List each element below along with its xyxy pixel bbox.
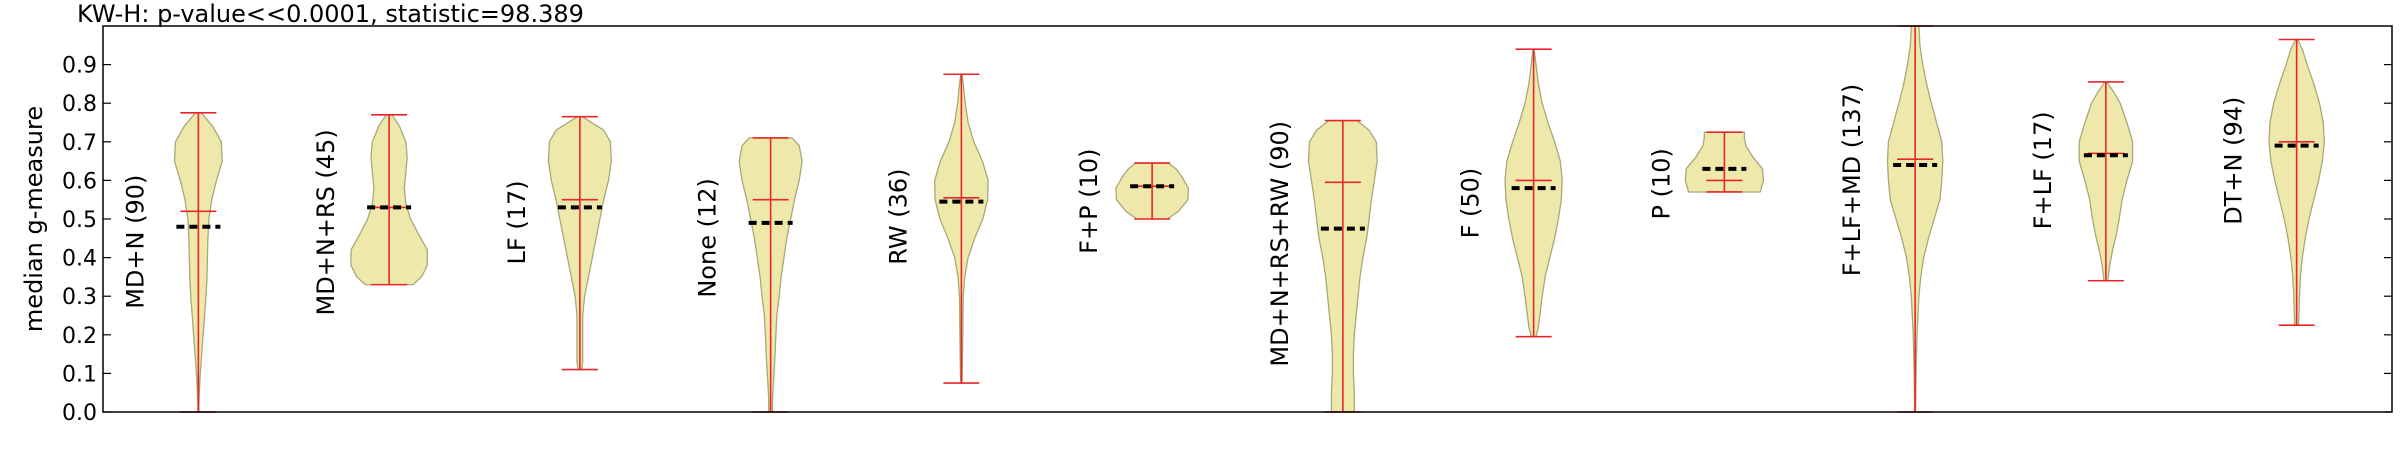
violin-group: LF (17) <box>503 115 612 371</box>
y-tick-label: 0.7 <box>62 131 97 156</box>
violin-group: None (12) <box>694 137 803 413</box>
category-label: MD+N (90) <box>121 175 149 309</box>
violin-group: MD+N (90) <box>121 112 223 413</box>
category-label: F+LF (17) <box>2029 111 2057 229</box>
category-label: RW (36) <box>884 168 912 264</box>
y-axis-label: median g-measure <box>20 106 48 332</box>
violin-group: MD+N+RS (45) <box>312 113 428 315</box>
category-label: None (12) <box>694 178 722 298</box>
violin-group: MD+N+RS+RW (90) <box>1266 119 1378 413</box>
violin-group: F+LF+MD (137) <box>1838 25 1944 413</box>
violin-group: RW (36) <box>884 73 989 384</box>
category-label: LF (17) <box>503 180 531 264</box>
category-label: MD+N+RS+RW (90) <box>1266 121 1294 367</box>
y-tick-label: 0.6 <box>62 169 97 194</box>
y-tick-label: 0.4 <box>62 247 97 272</box>
violin-group: P (10) <box>1647 131 1765 220</box>
y-tick-label: 0.8 <box>62 92 97 117</box>
violin-group: F (50) <box>1457 48 1563 338</box>
category-label: DT+N (94) <box>2220 97 2248 225</box>
category-label: MD+N+RS (45) <box>312 129 340 315</box>
category-label: F (50) <box>1457 168 1485 239</box>
category-label: F+LF+MD (137) <box>1838 84 1866 277</box>
y-axis: 0.0 0.1 0.2 0.3 0.4 0.5 0.6 0.7 0.8 0.9 <box>62 54 2392 426</box>
y-tick-label: 0.2 <box>62 324 97 349</box>
y-tick-label: 0.0 <box>62 401 97 426</box>
y-tick-label: 0.3 <box>62 285 97 310</box>
category-label: P (10) <box>1647 148 1675 219</box>
violin-groups: MD+N (90) MD+N+RS (45) LF (17) None (12) RW … <box>121 25 2325 413</box>
chart-title: KW-H: p-value<<0.0001, statistic=98.389 <box>77 0 584 28</box>
violin-group: F+LF (17) <box>2029 81 2134 282</box>
plot-area-frame <box>102 25 2393 413</box>
category-label: F+P (10) <box>1075 149 1103 254</box>
violin-group: F+P (10) <box>1075 149 1190 254</box>
y-tick-label: 0.9 <box>62 54 97 79</box>
violin-group: DT+N (94) <box>2220 38 2325 326</box>
y-tick-label: 0.1 <box>62 362 97 387</box>
y-tick-label: 0.5 <box>62 208 97 233</box>
